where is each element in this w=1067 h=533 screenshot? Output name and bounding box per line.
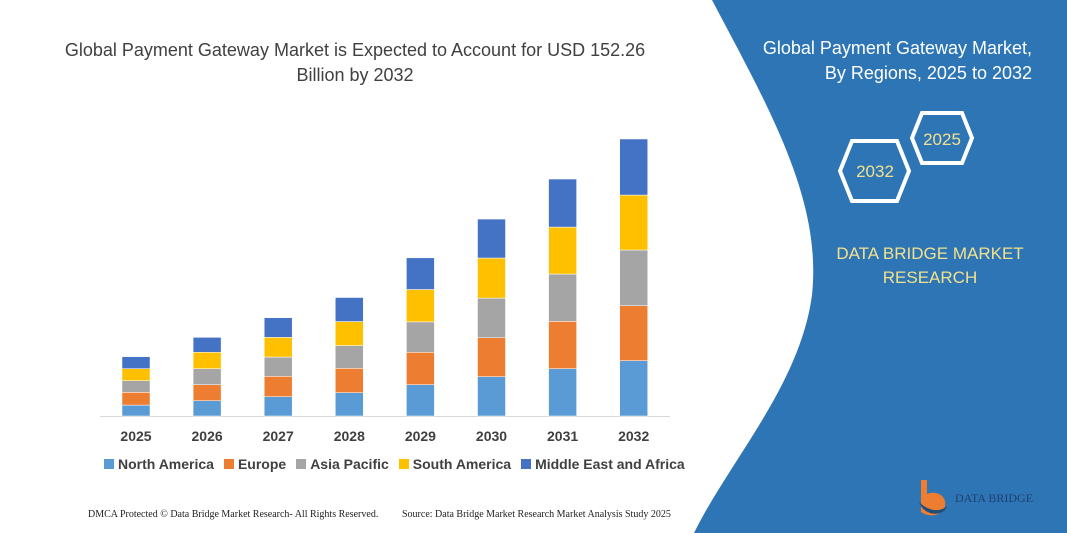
bar-2026-europe (192, 384, 222, 401)
side-title-line1: Global Payment Gateway Market, (762, 38, 1032, 58)
x-tick-label: 2026 (192, 428, 223, 444)
legend-item: Asia Pacific (296, 456, 389, 472)
bar-2030-middle-east-and-africa (477, 218, 506, 259)
legend-label: South America (412, 456, 512, 472)
bar-2032-asia-pacific (619, 249, 648, 306)
bar-2026-north-america (192, 400, 222, 417)
legend-swatch (521, 459, 532, 469)
logo: DATA BRIDGE (915, 478, 1033, 518)
bar-2031-europe (548, 321, 577, 369)
bar-2031-south-america (548, 226, 577, 275)
legend-item: Europe (223, 456, 287, 472)
bar-2031-middle-east-and-africa (548, 178, 577, 228)
side-panel-title: Global Payment Gateway Market, By Region… (763, 36, 1032, 86)
legend-item: South America (398, 456, 512, 472)
logo-text: DATA BRIDGE (955, 490, 1034, 505)
bar-2031-asia-pacific (548, 273, 577, 322)
x-tick-label: 2028 (334, 428, 365, 444)
bar-2025-asia-pacific (121, 380, 151, 393)
bar-2025-south-america (121, 368, 151, 381)
bar-2031-north-america (548, 368, 577, 417)
x-tick-label: 2025 (120, 428, 151, 444)
bar-2027-north-america (263, 396, 293, 417)
bar-2032-north-america (619, 360, 648, 417)
hex-2025-label: 2025 (923, 130, 961, 149)
bar-2029-south-america (406, 289, 435, 323)
hexagon-2025 (909, 111, 975, 165)
bar-2029-middle-east-and-africa (406, 257, 435, 290)
bar-2032-middle-east-and-africa (619, 138, 648, 196)
legend-item: North America (104, 456, 214, 472)
bar-2027-middle-east-and-africa (263, 317, 293, 338)
bar-2030-south-america (477, 257, 506, 299)
bar-2026-middle-east-and-africa (192, 337, 222, 353)
legend-label: Middle East and Africa (535, 456, 685, 472)
year-hexagons: 2025 2032 (837, 111, 975, 203)
legend-swatch (296, 459, 307, 469)
footer-source: Source: Data Bridge Market Research Mark… (402, 509, 671, 520)
stacked-bar-chart: 2025 2026 2027 2028 2029 2030 2031 2032 (100, 138, 670, 444)
bar-2028-north-america (335, 392, 364, 417)
bar-2026-asia-pacific (192, 368, 222, 385)
bar-2026-south-america (192, 352, 222, 369)
legend-label: Europe (237, 456, 287, 472)
x-tick-label: 2032 (618, 428, 649, 444)
side-title-line2: By Regions, 2025 to 2032 (824, 63, 1032, 83)
bar-2028-middle-east-and-africa (335, 297, 364, 322)
x-tick-label: 2031 (547, 428, 578, 444)
footer-copyright: DMCA Protected © Data Bridge Market Rese… (88, 509, 379, 520)
x-tick-label: 2029 (405, 428, 436, 444)
bar-2027-south-america (263, 337, 293, 358)
x-tick-label: 2030 (476, 428, 507, 444)
bar-2025-europe (121, 392, 151, 406)
bar-2029-europe (406, 352, 435, 385)
legend: North America Europe Asia Pacific South Ame… (104, 456, 685, 472)
bar-2030-europe (477, 337, 506, 377)
hex-2032-label: 2032 (856, 162, 894, 181)
legend-swatch (398, 459, 409, 469)
bar-2025-north-america (121, 404, 151, 417)
bar-2032-south-america (619, 194, 648, 251)
bar-2027-asia-pacific (263, 356, 293, 377)
logo-mark-icon (919, 480, 947, 516)
bar-2028-south-america (335, 321, 364, 346)
bar-2027-europe (263, 376, 293, 397)
bar-2032-europe (619, 305, 648, 361)
legend-swatch (104, 459, 114, 469)
bar-2029-asia-pacific (406, 321, 435, 353)
legend-label: Asia Pacific (310, 456, 389, 472)
bar-2025-middle-east-and-africa (121, 356, 151, 369)
x-tick-label: 2027 (263, 428, 294, 444)
hexagon-2032 (837, 139, 912, 203)
brand-text: DATA BRIDGE MARKET RESEARCH (836, 244, 1024, 287)
bar-2030-north-america (477, 376, 506, 417)
bar-2028-asia-pacific (335, 345, 364, 369)
legend-swatch (223, 459, 234, 469)
bar-2028-europe (335, 368, 364, 393)
bar-2030-asia-pacific (477, 297, 506, 338)
legend-item: Middle East and Africa (521, 456, 685, 472)
chart-title: Global Payment Gateway Market is Expecte… (64, 40, 646, 85)
legend-label: North America (118, 456, 214, 472)
bar-2029-north-america (406, 384, 435, 417)
